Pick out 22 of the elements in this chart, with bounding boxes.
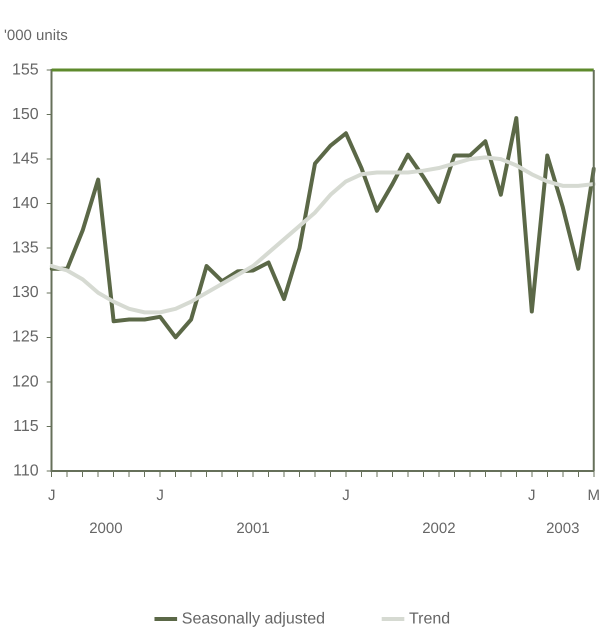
legend-label: Seasonally adjusted <box>182 610 326 628</box>
x-tick-label: J <box>528 487 536 504</box>
x-tick-label: J <box>342 487 350 504</box>
y-tick-label: 115 <box>13 418 39 435</box>
text: 2002 <box>422 520 456 538</box>
x-tick-label: M <box>588 487 600 504</box>
y-tick-label: 135 <box>12 240 39 257</box>
text: 2000 <box>89 520 123 538</box>
y-tick-label: 130 <box>12 284 39 302</box>
text: 2003 <box>546 520 580 538</box>
y-tick-label: 120 <box>12 373 39 390</box>
y-tick-label: 155 <box>12 61 39 78</box>
y-tick-label: 150 <box>12 106 39 123</box>
y-tick-label: 140 <box>12 195 39 212</box>
y-tick-label: 145 <box>12 150 39 168</box>
x-tick-label: J <box>156 487 164 504</box>
y-tick-label: 125 <box>12 328 39 346</box>
legend-label: Trend <box>409 610 450 628</box>
x-tick-label: J <box>48 487 56 504</box>
text: 2001 <box>236 520 270 538</box>
y-axis-title: '000 units <box>4 27 68 44</box>
y-tick-label: 110 <box>13 462 39 480</box>
